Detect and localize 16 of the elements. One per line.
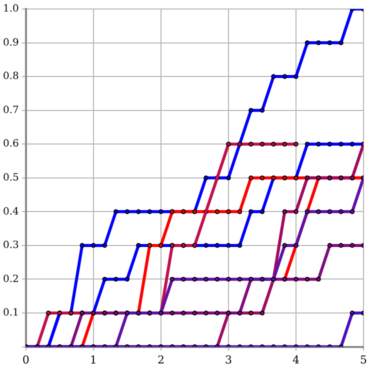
y-tick-label: 0.5 (2, 172, 19, 184)
y-tick-label: 0.3 (2, 240, 19, 252)
x-tick-label: 3 (224, 353, 232, 366)
y-tick-label: 0.1 (2, 308, 19, 319)
y-tick-label: 0.4 (2, 206, 19, 218)
y-tick-label: 1.0 (2, 4, 19, 15)
y-tick-label: 0.6 (2, 138, 19, 150)
x-tick-label: 4 (292, 353, 300, 366)
x-tick-label: 5 (360, 353, 367, 366)
y-tick-label: 0.7 (2, 104, 19, 116)
x-tick-label: 0 (22, 353, 30, 366)
x-tick-label: 1 (90, 353, 97, 366)
y-tick-label: 0.9 (2, 37, 19, 48)
y-tick-label: 0.8 (2, 71, 19, 82)
y-tick-label: 0.2 (2, 274, 19, 285)
x-tick-label: 2 (157, 353, 164, 366)
